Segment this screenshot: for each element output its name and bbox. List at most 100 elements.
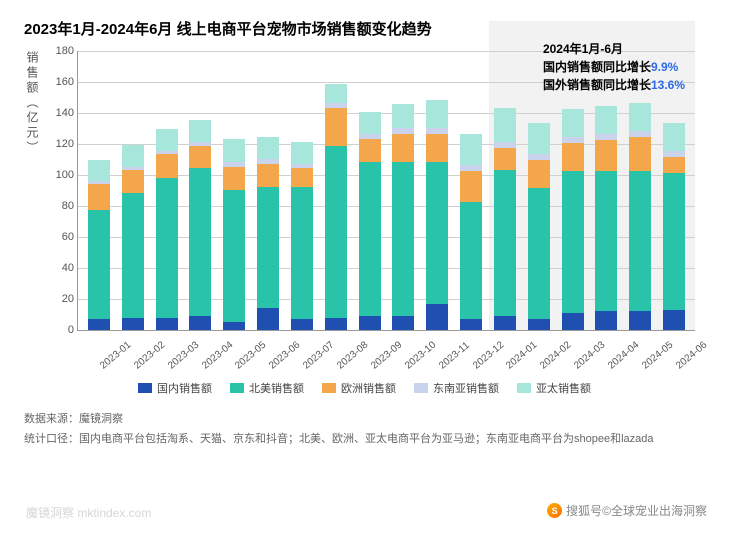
bar <box>257 137 279 330</box>
bar-segment-domestic <box>291 319 313 330</box>
bar <box>595 106 617 330</box>
bar-segment-apac <box>629 103 651 131</box>
bar-segment-north_america <box>562 171 584 313</box>
bar-segment-domestic <box>663 310 685 330</box>
bar-segment-north_america <box>291 187 313 319</box>
faded-watermark: 魔镜洞察 mktindex.com <box>26 504 151 521</box>
y-axis-label: 销售额（亿元） <box>24 51 45 331</box>
bar-segment-apac <box>156 129 178 151</box>
sohu-logo-icon: S <box>547 503 562 518</box>
bar-segment-domestic <box>223 322 245 330</box>
x-tick: 2024-06 <box>674 349 698 372</box>
legend-swatch-icon <box>517 383 531 393</box>
bar-segment-europe <box>291 168 313 187</box>
x-tick: 2023-10 <box>403 349 427 372</box>
bar-segment-north_america <box>325 146 347 317</box>
bar-segment-north_america <box>494 170 516 316</box>
y-tick: 140 <box>46 107 74 119</box>
bar-segment-apac <box>494 108 516 142</box>
legend-item-europe: 欧洲销售额 <box>322 380 396 396</box>
legend-label: 北美销售额 <box>249 380 304 396</box>
bar-segment-domestic <box>562 313 584 330</box>
legend: 国内销售额北美销售额欧洲销售额东南亚销售额亚太销售额 <box>24 380 705 396</box>
legend-swatch-icon <box>230 383 244 393</box>
bar <box>88 160 110 330</box>
x-tick: 2023-08 <box>335 349 359 372</box>
bar <box>392 104 414 330</box>
bar-segment-north_america <box>528 188 550 319</box>
legend-label: 亚太销售额 <box>536 380 591 396</box>
bar-segment-apac <box>325 84 347 103</box>
x-tick: 2024-03 <box>572 349 596 372</box>
x-tick: 2023-11 <box>437 349 461 372</box>
bar <box>189 120 211 330</box>
bar-segment-north_america <box>629 171 651 311</box>
x-tick: 2024-02 <box>538 349 562 372</box>
x-tick: 2023-02 <box>132 349 156 372</box>
bar <box>223 139 245 330</box>
bar-segment-europe <box>528 160 550 188</box>
legend-item-domestic: 国内销售额 <box>138 380 212 396</box>
bar-segment-apac <box>392 104 414 127</box>
bar-segment-domestic <box>359 316 381 330</box>
x-tick: 2023-05 <box>234 349 258 372</box>
bar-segment-domestic <box>189 316 211 330</box>
bar-segment-europe <box>359 139 381 162</box>
bar-segment-europe <box>460 171 482 202</box>
bar-segment-domestic <box>629 311 651 330</box>
x-tick: 2024-05 <box>640 349 664 372</box>
y-tick: 100 <box>46 169 74 181</box>
callout-overseas: 国外销售额同比增长13.6% <box>543 76 685 94</box>
y-tick: 160 <box>46 76 74 88</box>
bar <box>122 145 144 330</box>
callout-period: 2024年1月-6月 <box>543 40 685 58</box>
bar <box>291 142 313 330</box>
x-tick: 2024-01 <box>505 349 529 372</box>
bar <box>156 129 178 330</box>
y-tick: 80 <box>46 200 74 212</box>
bar-segment-apac <box>122 145 144 167</box>
x-tick: 2023-07 <box>301 349 325 372</box>
bar <box>528 123 550 330</box>
bar-segment-apac <box>359 112 381 134</box>
x-tick: 2023-09 <box>369 349 393 372</box>
watermark: S 搜狐号©全球宠业出海洞察 <box>547 502 707 519</box>
bar-segment-apac <box>223 139 245 162</box>
legend-item-north_america: 北美销售额 <box>230 380 304 396</box>
bar-segment-apac <box>460 134 482 165</box>
bar <box>460 134 482 330</box>
y-tick: 0 <box>46 324 74 336</box>
bar-segment-europe <box>257 164 279 187</box>
legend-item-apac: 亚太销售额 <box>517 380 591 396</box>
bar-segment-europe <box>494 148 516 170</box>
bar-segment-europe <box>629 137 651 171</box>
bar-segment-europe <box>426 134 448 162</box>
legend-swatch-icon <box>322 383 336 393</box>
bar-segment-domestic <box>257 308 279 330</box>
bar-segment-north_america <box>122 193 144 317</box>
bar-segment-europe <box>392 134 414 162</box>
bar-segment-north_america <box>88 210 110 319</box>
bar-segment-domestic <box>595 311 617 330</box>
bar-segment-apac <box>426 100 448 128</box>
bar-segment-europe <box>223 167 245 190</box>
bar <box>359 112 381 330</box>
bar-segment-europe <box>562 143 584 171</box>
x-tick: 2023-03 <box>166 349 190 372</box>
bar-segment-apac <box>528 123 550 154</box>
x-tick: 2023-01 <box>98 349 122 372</box>
y-tick: 180 <box>46 45 74 57</box>
bar-segment-north_america <box>460 202 482 319</box>
chart-area: 销售额（亿元） 020406080100120140160180 2023-01… <box>24 51 705 346</box>
bar-segment-europe <box>122 170 144 193</box>
legend-label: 欧洲销售额 <box>341 380 396 396</box>
legend-label: 国内销售额 <box>157 380 212 396</box>
bar-segment-north_america <box>189 168 211 316</box>
bar-segment-north_america <box>663 173 685 310</box>
data-source: 数据来源：魔镜洞察 <box>24 410 705 426</box>
bar-segment-apac <box>291 142 313 164</box>
bar <box>325 84 347 330</box>
bar-segment-north_america <box>426 162 448 304</box>
bar-segment-domestic <box>122 318 144 330</box>
bar-segment-apac <box>88 160 110 180</box>
